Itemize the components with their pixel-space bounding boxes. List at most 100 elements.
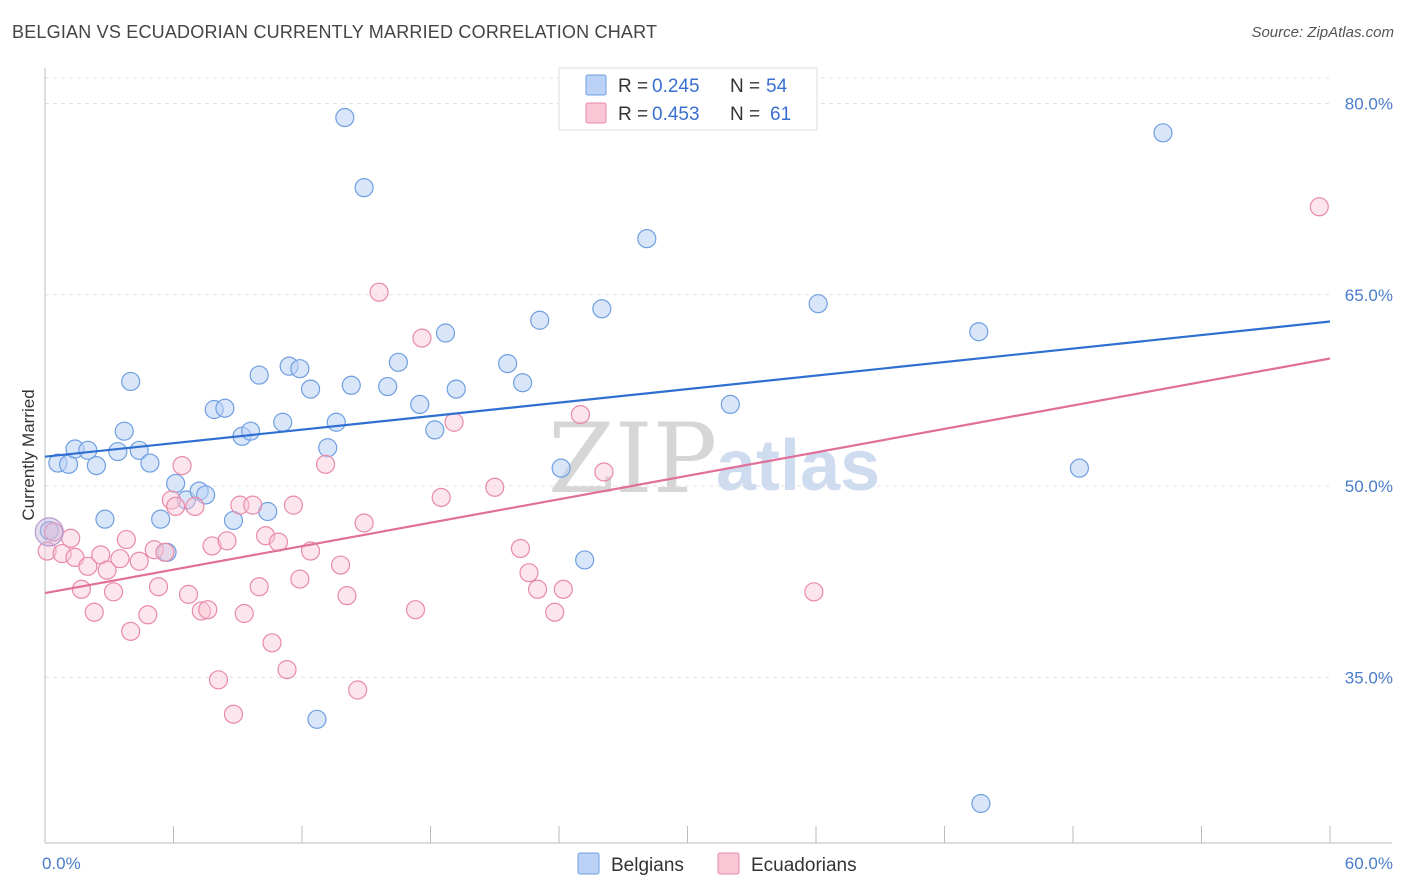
point-ecuadorians bbox=[103, 582, 124, 602]
point-belgians bbox=[971, 793, 991, 814]
point-belgians bbox=[435, 323, 456, 343]
legend-r-label: R = bbox=[618, 104, 648, 125]
point-belgians bbox=[121, 371, 141, 392]
point-belgians bbox=[273, 412, 293, 432]
point-belgians bbox=[446, 379, 466, 399]
point-ecuadorians bbox=[198, 600, 218, 620]
source-label: Source: ZipAtlas.com bbox=[1251, 24, 1394, 41]
point-belgians bbox=[95, 509, 115, 529]
point-ecuadorians bbox=[277, 659, 297, 680]
point-belgians bbox=[720, 394, 740, 414]
point-ecuadorians bbox=[43, 522, 64, 542]
point-ecuadorians bbox=[185, 496, 205, 516]
point-belgians bbox=[151, 509, 171, 529]
point-belgians bbox=[378, 376, 398, 397]
point-ecuadorians bbox=[217, 531, 237, 551]
point-ecuadorians bbox=[348, 680, 368, 700]
point-ecuadorians bbox=[234, 603, 254, 624]
point-ecuadorians bbox=[148, 577, 169, 597]
point-belgians bbox=[808, 294, 828, 314]
trend-lines bbox=[44, 320, 1331, 595]
point-ecuadorians bbox=[243, 495, 263, 515]
bottom-legend-swatch-ecuadorians bbox=[717, 852, 740, 875]
bottom-legend-ecuadorians: Ecuadorians bbox=[751, 855, 857, 876]
chart-title: BELGIAN VS ECUADORIAN CURRENTLY MARRIED … bbox=[12, 22, 658, 42]
point-ecuadorians bbox=[527, 579, 548, 599]
point-ecuadorians bbox=[84, 602, 104, 622]
y-tick-label: 65.0% bbox=[1345, 286, 1393, 305]
bottom-legend-swatch-belgians bbox=[577, 852, 600, 875]
point-belgians bbox=[290, 359, 310, 379]
axes bbox=[44, 68, 1392, 844]
point-belgians bbox=[86, 456, 107, 476]
point-belgians bbox=[114, 421, 134, 441]
point-belgians bbox=[300, 379, 321, 399]
point-ecuadorians bbox=[1309, 197, 1329, 217]
legend-r-label: R = bbox=[618, 76, 648, 97]
point-ecuadorians bbox=[97, 560, 117, 580]
point-ecuadorians bbox=[553, 579, 573, 599]
point-belgians bbox=[637, 229, 657, 249]
bottom-legend-belgians: Belgians bbox=[611, 855, 684, 876]
point-ecuadorians bbox=[431, 487, 451, 508]
point-ecuadorians bbox=[594, 462, 614, 482]
point-ecuadorians bbox=[510, 538, 531, 559]
point-belgians bbox=[512, 373, 533, 393]
point-belgians bbox=[166, 473, 186, 494]
point-belgians bbox=[498, 354, 518, 374]
point-belgians bbox=[335, 107, 355, 128]
point-ecuadorians bbox=[519, 563, 539, 583]
point-ecuadorians bbox=[191, 601, 211, 621]
trend-line-ecuadorians bbox=[44, 357, 1331, 595]
point-ecuadorians bbox=[315, 454, 336, 474]
legend-r-value-belgians: 0.245 bbox=[652, 76, 700, 97]
point-ecuadorians bbox=[330, 555, 351, 575]
point-belgians bbox=[249, 365, 269, 385]
watermark: ZIP atlas bbox=[548, 403, 880, 515]
point-belgians bbox=[318, 438, 338, 458]
point-belgians bbox=[530, 310, 550, 330]
point-ecuadorians bbox=[354, 513, 374, 533]
y-tick-label: 50.0% bbox=[1345, 477, 1393, 496]
y-axis-label: Currently Married bbox=[19, 389, 38, 520]
legend: R = 0.245 N = 54 R = 0.453 N = 61 bbox=[558, 67, 818, 131]
point-ecuadorians bbox=[110, 549, 130, 569]
point-belgians bbox=[1153, 123, 1173, 143]
point-ecuadorians bbox=[71, 579, 92, 599]
y-tick-labels: 35.0% 50.0% 65.0% 80.0% bbox=[1345, 95, 1393, 688]
point-ecuadorians bbox=[166, 496, 186, 516]
y-tick-label: 80.0% bbox=[1345, 95, 1393, 114]
point-overlap bbox=[34, 517, 64, 547]
point-belgians bbox=[326, 412, 346, 432]
point-ecuadorians bbox=[290, 569, 310, 589]
point-ecuadorians bbox=[52, 543, 72, 564]
legend-n-label: N = bbox=[730, 76, 760, 97]
legend-r-value-ecuadorians: 0.453 bbox=[652, 104, 700, 125]
data-points bbox=[34, 107, 1329, 814]
point-belgians bbox=[354, 178, 374, 198]
point-ecuadorians bbox=[138, 605, 158, 625]
point-belgians bbox=[1069, 458, 1090, 478]
grid-lines bbox=[45, 77, 1330, 678]
legend-n-label: N = bbox=[730, 104, 760, 125]
point-ecuadorians bbox=[337, 586, 357, 606]
legend-n-value-ecuadorians: 61 bbox=[770, 104, 791, 125]
point-belgians bbox=[575, 550, 595, 570]
point-belgians bbox=[241, 421, 261, 441]
point-belgians bbox=[969, 322, 989, 342]
point-ecuadorians bbox=[249, 577, 269, 597]
point-belgians bbox=[215, 398, 235, 418]
point-ecuadorians bbox=[178, 584, 199, 604]
point-belgians bbox=[341, 375, 361, 395]
point-ecuadorians bbox=[369, 282, 389, 302]
point-belgians bbox=[140, 453, 160, 473]
point-belgians bbox=[425, 420, 445, 440]
trend-line-belgians bbox=[44, 320, 1331, 458]
point-belgians bbox=[410, 394, 430, 414]
y-tick-label: 35.0% bbox=[1345, 668, 1393, 687]
point-ecuadorians bbox=[116, 529, 136, 550]
point-belgians bbox=[551, 458, 571, 478]
point-ecuadorians bbox=[37, 541, 57, 561]
point-ecuadorians bbox=[172, 456, 192, 476]
